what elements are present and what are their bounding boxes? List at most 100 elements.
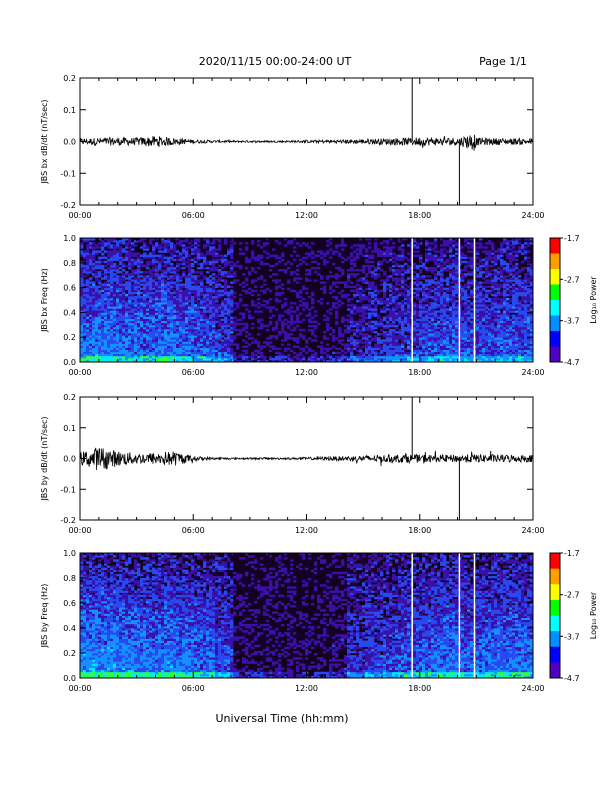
spectrogram-cell [287,287,291,291]
spectrogram-cell [152,357,156,361]
spectrogram-cell [293,351,297,355]
spectrogram-cell [143,351,147,355]
spectrogram-cell [161,335,165,338]
spectrogram-cell [209,347,213,350]
spectrogram-cell [149,279,153,282]
spectrogram-cell [389,328,393,332]
spectrogram-cell [92,345,96,348]
spectrogram-cell [206,289,210,293]
spectrogram-cell [362,264,366,268]
spectrogram-cell [266,300,270,303]
spectrogram-cell [161,258,165,262]
spectrogram-cell [197,293,201,297]
spectrogram-cell [188,312,192,315]
spectrogram-cell [296,306,300,309]
spectrogram-cell [128,240,132,243]
spectrogram-cell [113,246,117,249]
spectrogram-cell [392,242,396,245]
spectrogram-cell [326,275,330,278]
spectrogram-cell [203,314,207,317]
spectrogram-cell [188,357,192,361]
spectrogram-cell [260,246,264,249]
spectrogram-cell [143,341,147,344]
spectrogram-cell [140,260,144,264]
spectrogram-cell [332,262,336,266]
spectrogram-cell [161,283,165,286]
spectrogram-cell [155,351,159,355]
spectrogram-cell [113,314,117,317]
spectrogram-cell [209,300,213,303]
spectrogram-cell [197,322,201,326]
spectrogram-cell [119,308,123,311]
spectrogram-cell [158,345,162,348]
spectrogram-cell [221,291,225,295]
spectrogram-cell [161,242,165,245]
spectrogram-cell [86,246,90,249]
spectrogram-cell [395,269,399,272]
spectrogram-cell [164,351,168,355]
spectrogram-cell [143,300,147,303]
spectrogram-cell [218,318,222,322]
spectrogram-cell [194,341,198,344]
spectrogram-cell [314,326,318,330]
spectrogram-cell [194,271,198,274]
spectrogram-cell [269,297,273,301]
spectrogram-cell [83,310,87,313]
spectrogram-cell [86,333,90,336]
spectrogram-cell [419,281,423,284]
spectrogram-cell [122,322,126,326]
spectrogram-cell [179,252,183,255]
spectrogram-cell [218,258,222,262]
spectrogram-cell [383,258,387,262]
spectrogram-cell [86,258,90,262]
spectrogram-cell [143,316,147,319]
spectrogram-cell [191,271,195,274]
spectrogram-cell [116,269,120,272]
spectrogram-cell [203,306,207,309]
spectrogram-cell [128,302,132,305]
spectrogram-cell [116,328,120,332]
spectrogram-cell [152,341,156,344]
spectrogram-cell [131,357,135,361]
spectrogram-cell [215,337,219,340]
spectrogram-cell [269,337,273,340]
spectrogram-cell [194,277,198,280]
spectrogram-cell [221,289,225,293]
spectrogram-cell [338,326,342,330]
spectrogram-cell [401,291,405,295]
spectrogram-cell [83,312,87,315]
spectrogram-cell [290,322,294,326]
spectrogram-cell [155,293,159,297]
spectrogram-cell [164,242,168,245]
spectrogram-cell [305,341,309,344]
spectrogram-cell [80,262,84,266]
spectrogram-cell [101,341,105,344]
spectrogram-cell [290,357,294,361]
spectrogram-cell [386,283,390,286]
spectrogram-cell [80,287,84,291]
spectrogram-cell [113,306,117,309]
spectrogram-cell [197,262,201,266]
spectrogram-cell [200,326,204,330]
spectrogram-cell [296,314,300,317]
spectrogram-cell [167,262,171,266]
spectrogram-cell [86,260,90,264]
spectrogram-cell [227,337,231,340]
spectrogram-cell [164,357,168,361]
spectrogram-cell [113,254,117,257]
spectrogram-cell [125,246,129,249]
spectrogram-cell [86,308,90,311]
spectrogram-cell [98,283,102,286]
spectrogram-cell [347,324,351,328]
spectrogram-cell [200,287,204,291]
spectrogram-cell [116,343,120,346]
spectrogram-cell [242,281,246,284]
spectrogram-cell [272,314,276,317]
spectrogram-cell [155,246,159,249]
spectrogram-cell [239,293,243,297]
spectrogram-cell [95,312,99,315]
spectrogram-cell [272,306,276,309]
spectrogram-cell [278,269,282,272]
spectrogram-cell [341,289,345,293]
spectrogram-cell [350,335,354,338]
